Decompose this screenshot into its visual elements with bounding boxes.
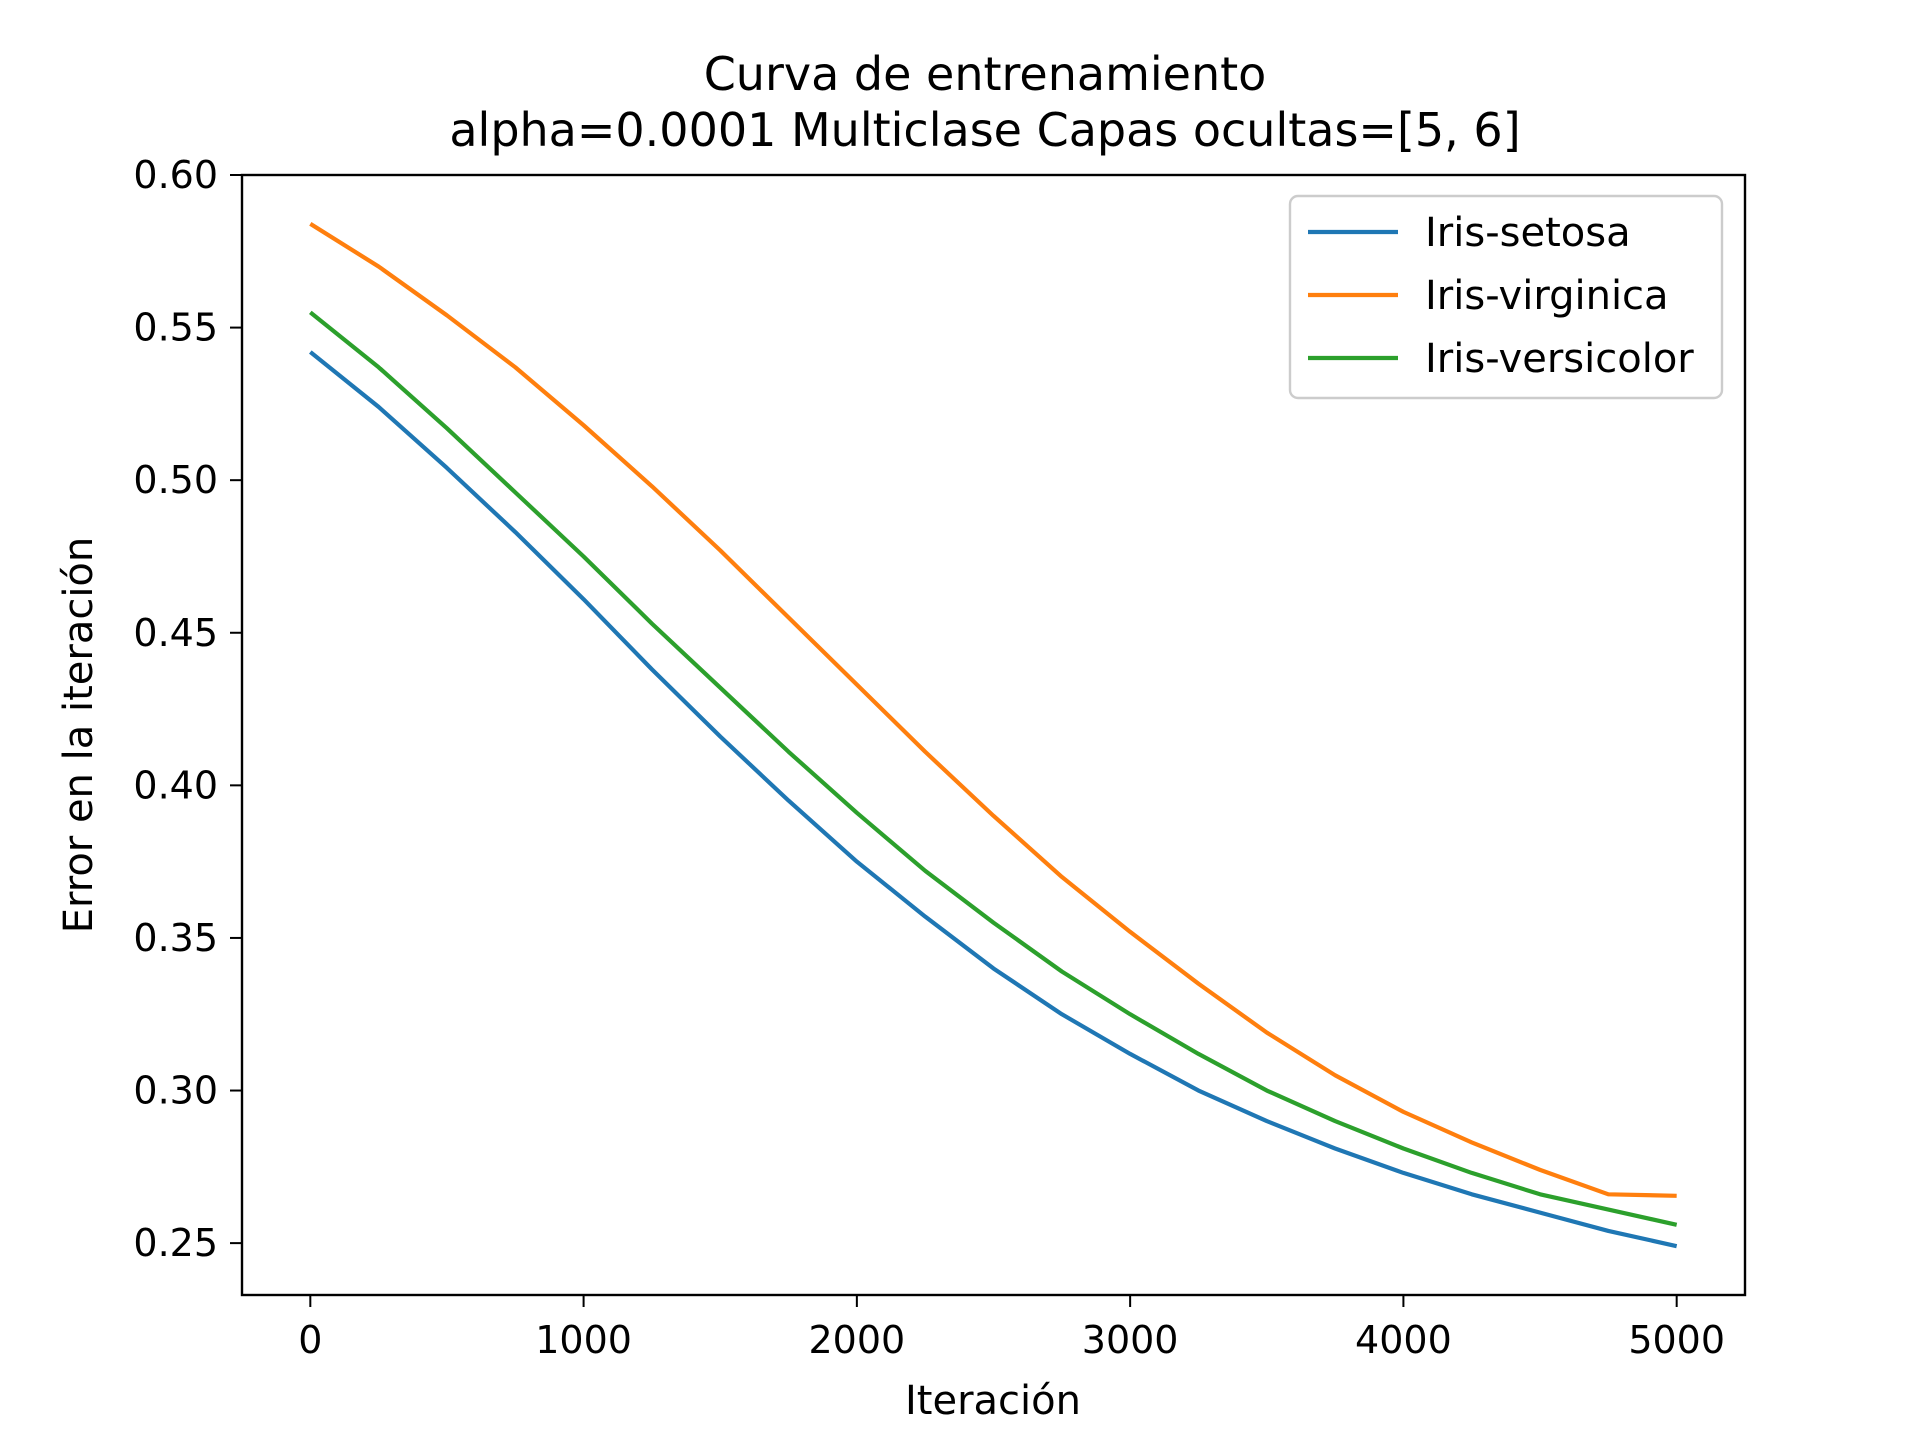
legend-label: Iris-virginica: [1425, 273, 1669, 319]
chart-title: Curva de entrenamiento: [704, 47, 1267, 101]
x-tick-label: 0: [298, 1318, 322, 1362]
x-tick-label: 4000: [1355, 1318, 1452, 1362]
x-tick-label: 5000: [1628, 1318, 1725, 1362]
series-line-iris-setosa: [309, 350, 1678, 1249]
y-tick-label: 0.25: [133, 1221, 218, 1265]
plot-frame: [240, 173, 1747, 1297]
y-tick-label: 0.30: [133, 1069, 218, 1113]
y-axis-label: Error en la iteración: [56, 537, 102, 934]
y-tick-label: 0.55: [133, 306, 218, 350]
legend-box: [1288, 194, 1724, 400]
legend-label: Iris-setosa: [1425, 210, 1631, 256]
y-tick-label: 0.40: [133, 763, 218, 807]
x-tick-label: 1000: [535, 1318, 632, 1362]
series-layer: [309, 222, 1678, 1249]
x-tick-label: 2000: [809, 1318, 906, 1362]
legend-label: Iris-versicolor: [1425, 336, 1694, 382]
x-axis-ticks: 0 1000 2000 3000 4000 5000: [298, 1295, 1725, 1362]
y-axis-ticks: 0.25 0.30 0.35 0.40 0.45 0.50 0.55 0.60: [133, 153, 242, 1265]
legend: Iris-setosa Iris-virginica Iris-versicolor: [1288, 194, 1724, 400]
x-tick-label: 3000: [1082, 1318, 1179, 1362]
chart-title-group: Curva de entrenamiento alpha=0.0001 Mult…: [449, 47, 1520, 157]
chart-subtitle: alpha=0.0001 Multiclase Capas ocultas=[5…: [449, 103, 1520, 157]
series-line-iris-versicolor: [309, 310, 1678, 1227]
y-tick-label: 0.35: [133, 916, 218, 960]
series-line-iris-virginica: [309, 222, 1677, 1198]
y-tick-label: 0.45: [133, 611, 218, 655]
y-tick-label: 0.60: [133, 153, 218, 197]
y-tick-label: 0.50: [133, 458, 218, 502]
x-axis-label: Iteración: [905, 1378, 1081, 1424]
